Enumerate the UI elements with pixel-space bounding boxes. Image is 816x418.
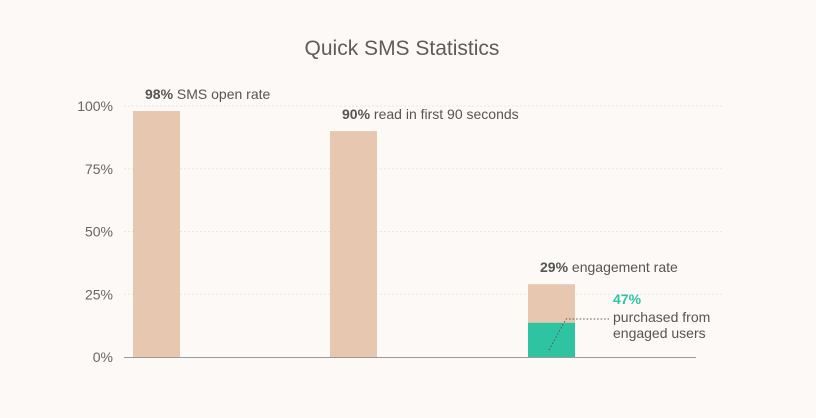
bar-data-label: 98% SMS open rate [145,86,271,102]
annotation-text-line: engaged users [613,325,706,341]
bars [133,111,575,358]
y-tick-label: 75% [85,161,113,177]
grid [124,105,724,358]
bar-description-label: read in first 90 seconds [370,106,519,122]
annotation-percent: 47% [613,291,642,307]
bar-highlight-segment [528,322,575,357]
bar [330,131,377,357]
annotation-leader-line [548,318,609,351]
bar-value-label: 29% [540,259,569,275]
y-tick-label: 50% [85,224,113,240]
bar-data-label: 90% read in first 90 seconds [342,106,519,122]
bar-value-label: 98% [145,86,174,102]
y-tick-label: 25% [85,286,113,302]
bar-description-label: SMS open rate [173,86,270,102]
y-axis: 0% 25% 50% 75% 100% [77,98,113,365]
y-tick-label: 0% [93,349,113,365]
bar-description-label: engagement rate [568,259,678,275]
y-tick-label: 100% [77,98,113,114]
bar-labels: 98% SMS open rate 90% read in first 90 se… [145,86,678,275]
bar-value-label: 90% [342,106,371,122]
chart-title: Quick SMS Statistics [305,37,500,60]
bar-data-label: 29% engagement rate [540,259,678,275]
bar [133,111,180,358]
annotation-text-line: purchased from [613,309,710,325]
